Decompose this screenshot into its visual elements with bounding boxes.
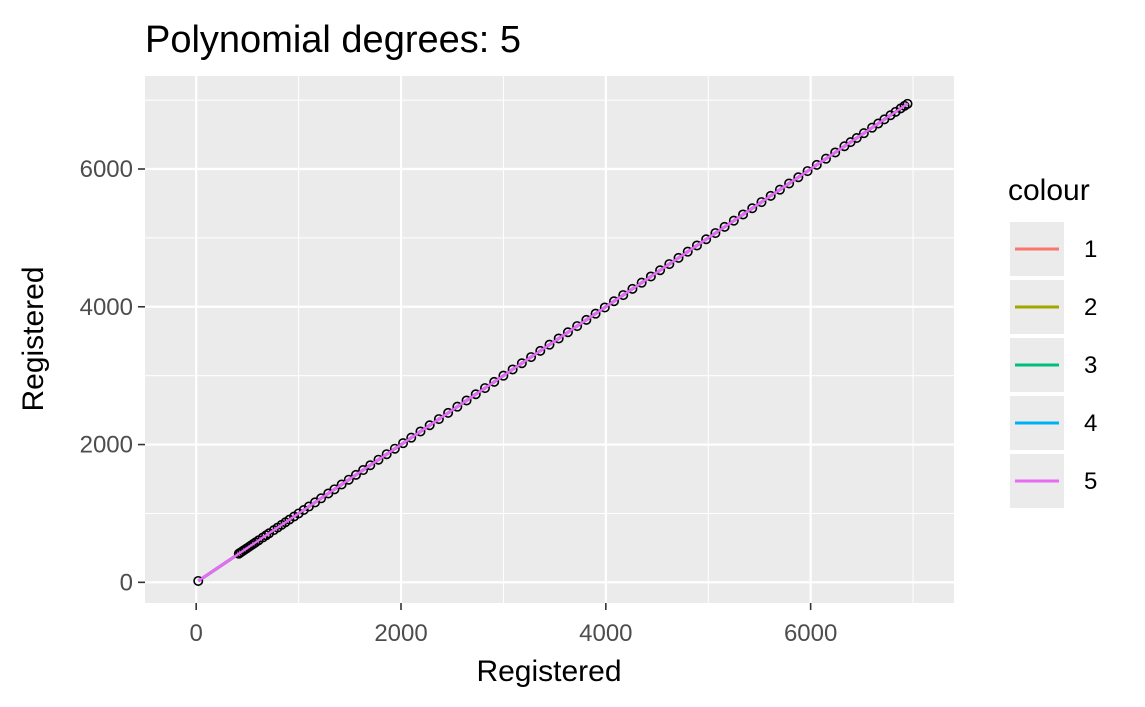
y-tick-label: 2000 <box>80 432 133 459</box>
data-point <box>627 283 638 294</box>
y-tick-label: 0 <box>120 569 133 596</box>
data-point <box>664 259 675 270</box>
data-point <box>747 203 758 214</box>
y-tick-label: 4000 <box>80 294 133 321</box>
data-point <box>756 197 767 208</box>
x-tick-label: 6000 <box>784 620 837 647</box>
data-point <box>811 159 822 170</box>
data-point <box>424 420 435 431</box>
data-point <box>350 469 361 480</box>
data-point <box>498 370 509 381</box>
data-point <box>470 389 481 400</box>
data-point <box>719 221 730 232</box>
data-point <box>738 209 749 220</box>
data-point <box>452 401 463 412</box>
x-tick-label: 4000 <box>579 620 632 647</box>
data-point <box>343 474 354 485</box>
data-point <box>682 246 693 257</box>
data-point <box>691 240 702 251</box>
data-point <box>316 493 327 504</box>
data-point <box>389 443 400 454</box>
data-point <box>433 414 444 425</box>
legend-label-4: 4 <box>1084 410 1097 437</box>
data-point <box>820 153 831 164</box>
y-tick-label: 6000 <box>80 156 133 183</box>
data-point <box>329 484 340 495</box>
y-axis-ticks: 0 2000 4000 6000 <box>80 156 145 596</box>
data-point <box>590 308 601 319</box>
data-point <box>535 345 546 356</box>
data-point <box>599 302 610 313</box>
points-layer <box>193 98 913 586</box>
data-point <box>673 252 684 263</box>
data-point <box>655 265 666 276</box>
data-point <box>645 271 656 282</box>
data-point <box>336 479 347 490</box>
data-point <box>701 234 712 245</box>
data-point <box>784 178 795 189</box>
data-point <box>802 166 813 177</box>
legend-title: colour <box>1008 174 1090 207</box>
data-point <box>381 449 392 460</box>
data-point <box>373 454 384 465</box>
legend: 1 2 3 4 5 <box>1010 222 1097 508</box>
chart-title: Polynomial degrees: 5 <box>145 19 521 61</box>
data-point <box>193 575 204 586</box>
data-point <box>851 133 862 144</box>
data-point <box>636 277 647 288</box>
data-point <box>858 128 869 139</box>
data-point <box>562 327 573 338</box>
data-point <box>406 432 417 443</box>
data-point <box>398 438 409 449</box>
legend-label-1: 1 <box>1084 236 1097 263</box>
data-point <box>516 358 527 369</box>
data-point <box>461 395 472 406</box>
data-point <box>765 190 776 201</box>
grid-minor <box>145 76 954 603</box>
data-point <box>793 172 804 183</box>
data-point <box>572 321 583 332</box>
data-point <box>774 184 785 195</box>
grid-major <box>145 76 954 603</box>
data-point <box>581 314 592 325</box>
x-axis-title: Registered <box>476 655 621 688</box>
data-point <box>544 339 555 350</box>
x-tick-label: 0 <box>190 620 203 647</box>
data-point <box>553 333 564 344</box>
y-axis-title: Registered <box>17 266 50 411</box>
data-point <box>710 228 721 239</box>
data-point <box>489 376 500 387</box>
data-point <box>526 352 537 363</box>
legend-label-2: 2 <box>1084 294 1097 321</box>
data-point <box>609 296 620 307</box>
data-point <box>830 147 841 158</box>
legend-label-3: 3 <box>1084 352 1097 379</box>
data-point <box>618 290 629 301</box>
data-point <box>507 364 518 375</box>
data-point <box>479 383 490 394</box>
legend-label-5: 5 <box>1084 468 1097 495</box>
data-point <box>358 465 369 476</box>
series-line-overlay-5 <box>197 102 909 582</box>
x-tick-label: 2000 <box>374 620 427 647</box>
data-point <box>902 98 913 109</box>
x-axis-ticks: 0 2000 4000 6000 <box>190 603 837 647</box>
data-point <box>365 460 376 471</box>
data-point <box>728 215 739 226</box>
data-point <box>443 407 454 418</box>
data-point <box>415 426 426 437</box>
